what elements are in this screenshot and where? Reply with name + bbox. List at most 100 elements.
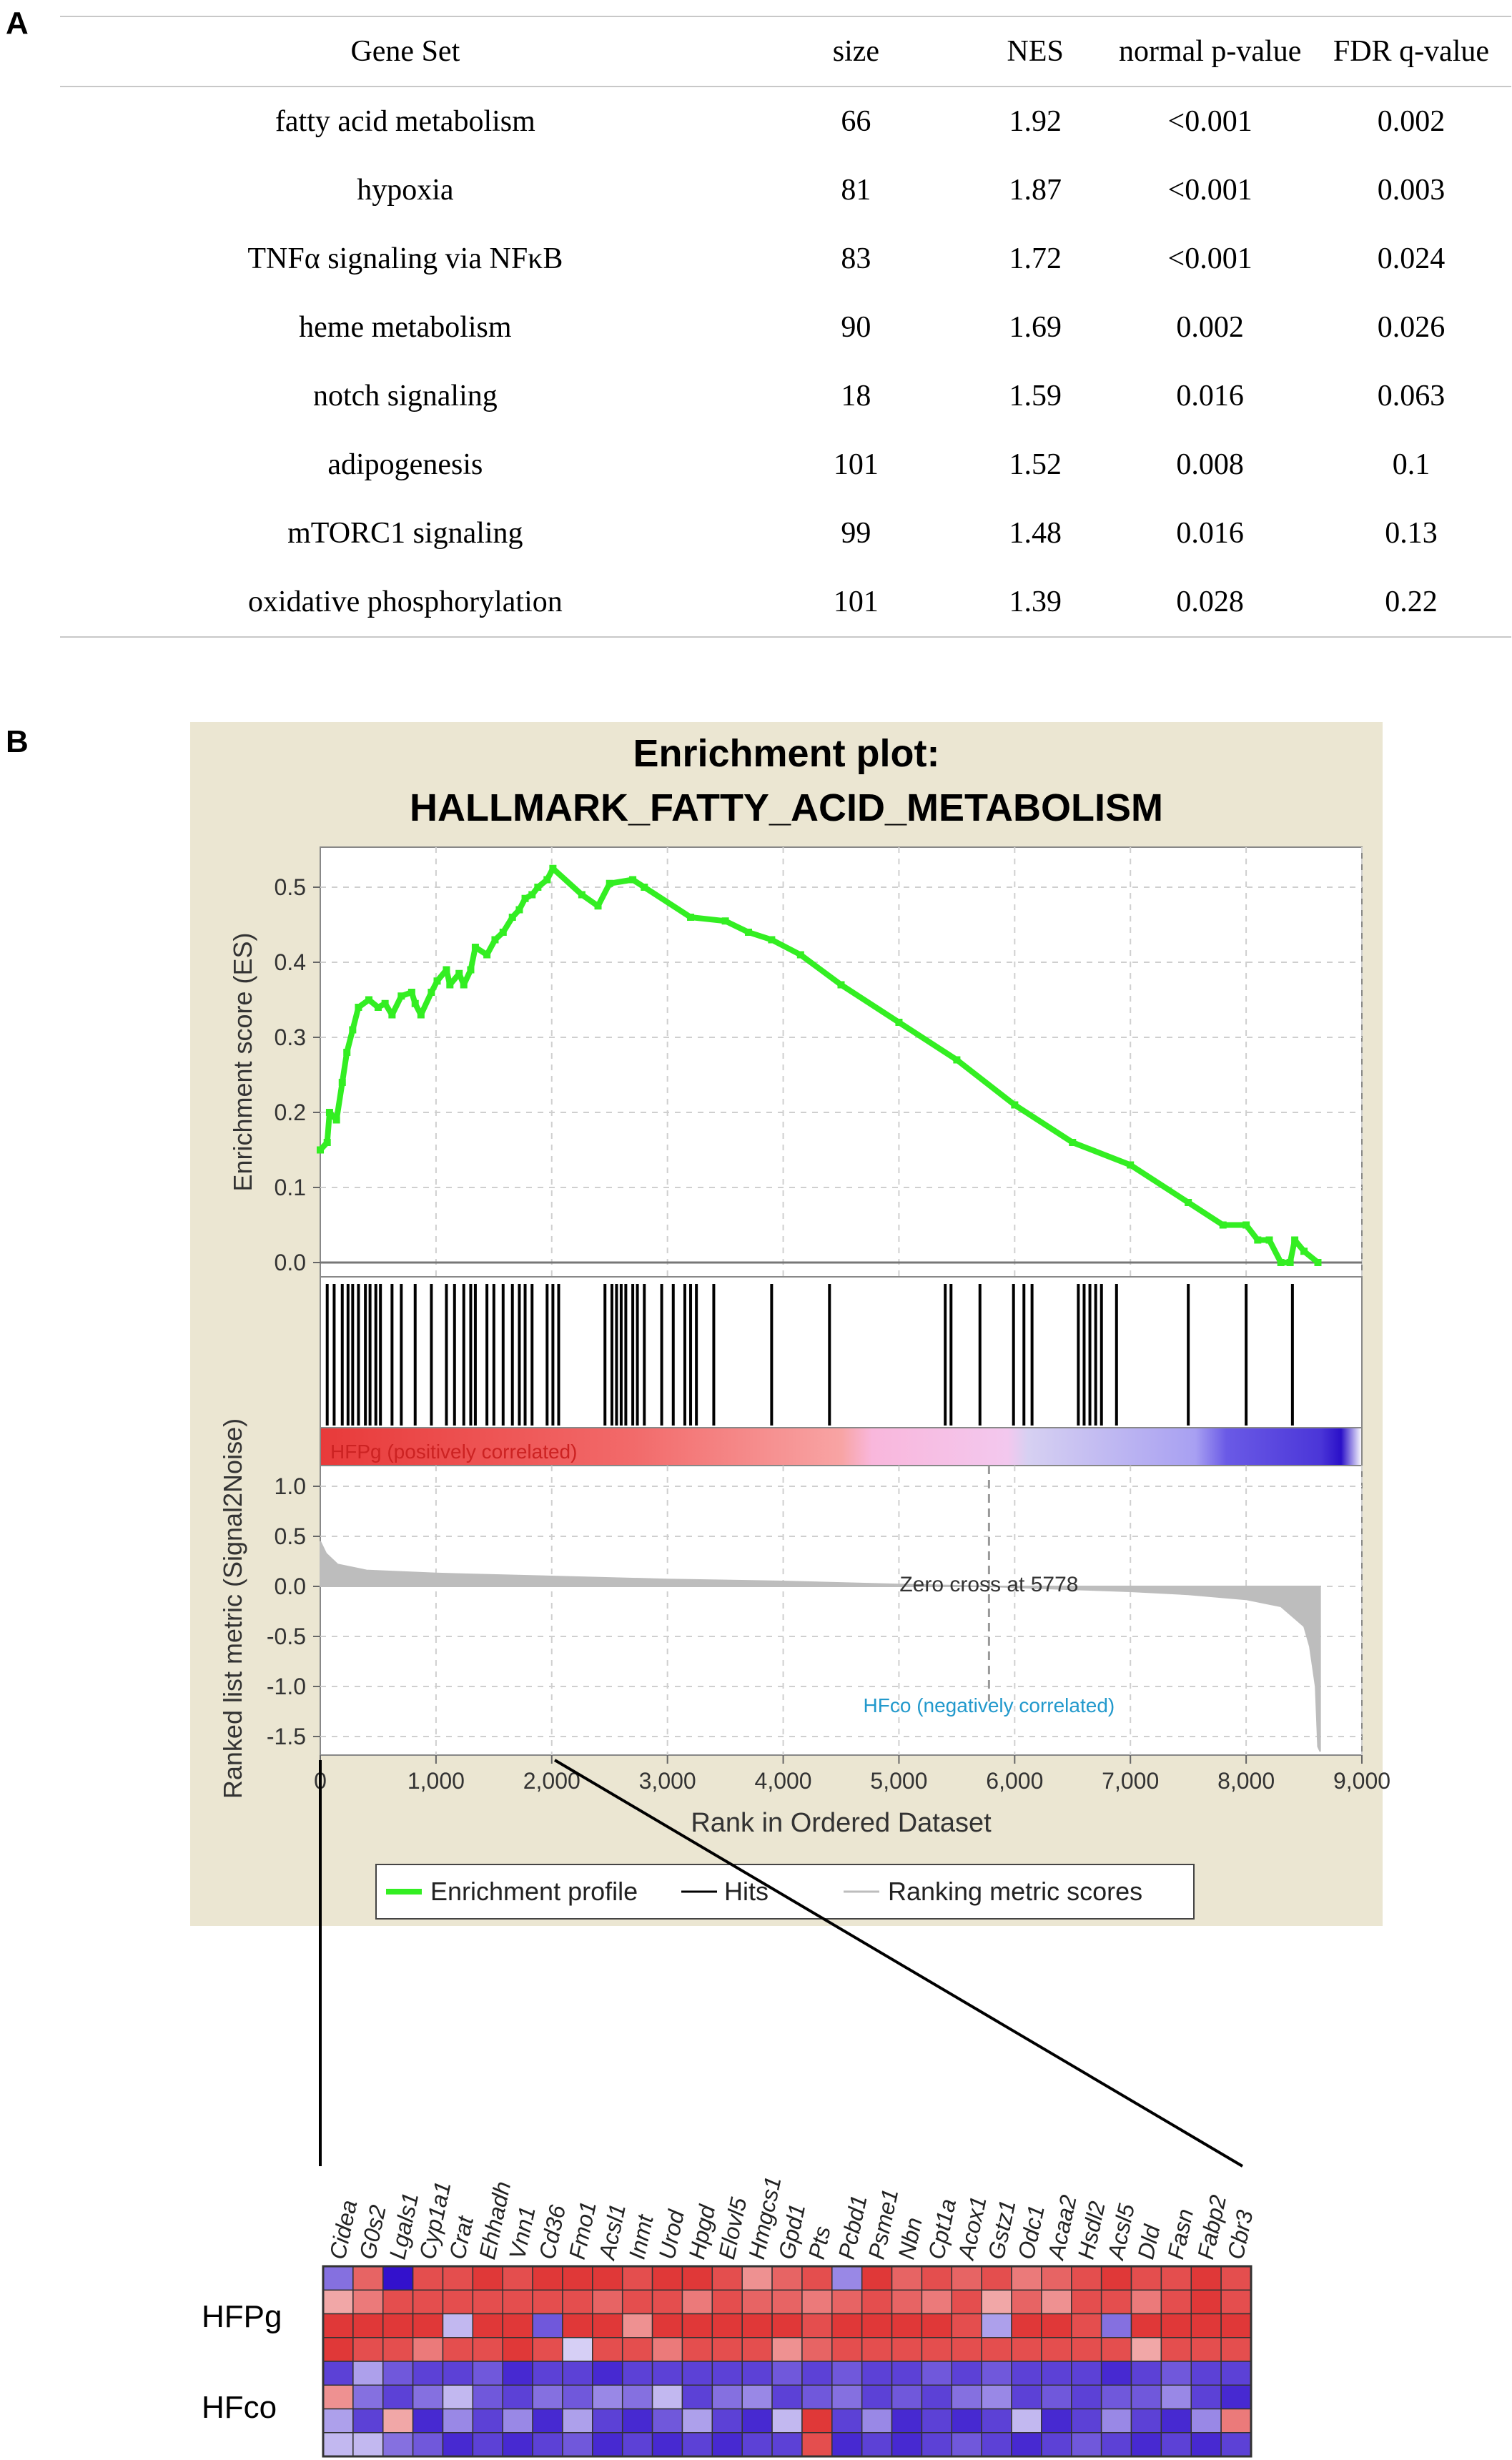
- es-point: [895, 1019, 903, 1026]
- heatmap-cell: [981, 2408, 1012, 2434]
- panel-a-letter: A: [6, 6, 29, 41]
- heatmap-cell: [412, 2408, 444, 2434]
- heatmap-cell: [951, 2384, 982, 2410]
- heatmap-cell: [891, 2289, 923, 2315]
- legend-box: [375, 1864, 1195, 1920]
- heatmap-cell: [1071, 2313, 1102, 2338]
- es-ylabel: Enrichment score (ES): [228, 932, 257, 1191]
- es-point: [407, 989, 415, 996]
- table-cell: <0.001: [1167, 174, 1252, 207]
- heatmap-cell: [382, 2361, 414, 2386]
- heatmap-cell: [861, 2361, 893, 2386]
- heatmap-cell: [951, 2361, 982, 2386]
- heatmap-cell: [322, 2432, 354, 2457]
- heatmap-cell: [442, 2384, 474, 2410]
- heatmap-cell: [352, 2432, 384, 2457]
- heatmap-cell: [592, 2289, 623, 2315]
- heatmap-cell: [651, 2408, 683, 2434]
- heatmap-cell: [532, 2313, 563, 2338]
- heatmap-cell: [562, 2408, 593, 2434]
- table-cell: 1.69: [1009, 311, 1062, 344]
- es-ytick-label: 0.1: [275, 1175, 306, 1200]
- heatmap-cell: [472, 2361, 503, 2386]
- heatmap-cell: [1190, 2408, 1222, 2434]
- heatmap-cell: [711, 2313, 743, 2338]
- heatmap-cell: [472, 2408, 503, 2434]
- es-point: [1314, 1259, 1322, 1266]
- heatmap-cell: [831, 2289, 863, 2315]
- heatmap-cell: [322, 2337, 354, 2362]
- heatmap-cell: [1190, 2361, 1222, 2386]
- heatmap-cell: [831, 2384, 863, 2410]
- heatmap-cell: [532, 2337, 563, 2362]
- heatmap-cell: [562, 2432, 593, 2457]
- table-row: oxidative phosphorylation 101 1.39 0.028 0.2…: [60, 568, 1511, 638]
- es-point: [744, 929, 752, 936]
- gene-set-table: Gene Set size NES normal p-value FDR q-value…: [60, 16, 1511, 638]
- es-point: [349, 1026, 357, 1034]
- heatmap-cell: [1071, 2384, 1102, 2410]
- heatmap-cell: [921, 2432, 953, 2457]
- heatmap-cell: [1130, 2384, 1162, 2410]
- rank-ytick-label: 1.0: [275, 1473, 306, 1499]
- heatmap-cell: [741, 2361, 773, 2386]
- heatmap-cell: [891, 2408, 923, 2434]
- es-ytick-label: 0.0: [275, 1250, 306, 1275]
- heatmap-cell: [1100, 2361, 1132, 2386]
- heatmap-cell: [1220, 2289, 1252, 2315]
- heatmap-cell: [382, 2289, 414, 2315]
- heatmap-cell: [981, 2313, 1012, 2338]
- heatmap-cell: [1011, 2313, 1042, 2338]
- xtick-label: 9,000: [1333, 1768, 1390, 1794]
- table-cell: fatty acid metabolism: [275, 105, 535, 138]
- heatmap-cell: [1071, 2432, 1102, 2457]
- heatmap-cell: [1011, 2337, 1042, 2362]
- es-point: [768, 936, 776, 944]
- heatmap-cell: [861, 2266, 893, 2291]
- es-ytick-label: 0.5: [275, 874, 306, 900]
- ranking-metric-area: [320, 1541, 1321, 1752]
- xtick-label: 2,000: [523, 1768, 580, 1794]
- heatmap-cell: [741, 2408, 773, 2434]
- heatmap-cell: [891, 2266, 923, 2291]
- heatmap-cell: [831, 2266, 863, 2291]
- rank-ytick-label: -0.5: [267, 1624, 306, 1649]
- table-cell: 0.026: [1377, 311, 1446, 344]
- heatmap-cell: [352, 2361, 384, 2386]
- es-point: [837, 981, 845, 989]
- heatmap-cell: [1160, 2313, 1192, 2338]
- heatmap-cell: [741, 2289, 773, 2315]
- table-cell: 0.002: [1176, 311, 1244, 344]
- es-point: [325, 1109, 333, 1116]
- es-point: [1286, 1259, 1294, 1266]
- heatmap-cell: [1100, 2432, 1132, 2457]
- heatmap-cell: [1220, 2361, 1252, 2386]
- heatmap-cell: [801, 2361, 833, 2386]
- heatmap-cell: [1160, 2289, 1192, 2315]
- positive-correlation-label: HFPg (positively correlated): [330, 1441, 577, 1463]
- table-cell: 0.003: [1377, 174, 1446, 207]
- xtick-label: 3,000: [639, 1768, 696, 1794]
- heatmap-cell: [442, 2266, 474, 2291]
- ranking-panel-frame: [320, 1465, 1363, 1756]
- heatmap-cell: [562, 2384, 593, 2410]
- heatmap-cell: [412, 2266, 444, 2291]
- heatmap-cell: [921, 2289, 953, 2315]
- heatmap-cell: [502, 2266, 533, 2291]
- heatmap-cell: [681, 2361, 713, 2386]
- heatmap-cell: [1011, 2266, 1042, 2291]
- heatmap-cell: [831, 2313, 863, 2338]
- heatmap-cell: [921, 2384, 953, 2410]
- heatmap-cell: [562, 2337, 593, 2362]
- heatmap-cell: [741, 2266, 773, 2291]
- heatmap-cell: [621, 2384, 653, 2410]
- table-cell: mTORC1 signaling: [287, 517, 523, 550]
- es-point: [467, 966, 475, 974]
- es-point: [549, 864, 557, 872]
- es-point: [317, 1146, 324, 1154]
- es-point: [397, 992, 405, 1000]
- heatmap-cell: [352, 2266, 384, 2291]
- heatmap-cell: [921, 2408, 953, 2434]
- es-point: [374, 1004, 382, 1011]
- heatmap-cell: [592, 2266, 623, 2291]
